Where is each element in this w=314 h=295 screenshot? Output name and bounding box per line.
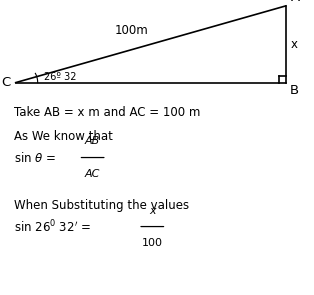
Text: 100: 100 [142,238,163,248]
Text: A: A [290,0,300,4]
Text: AB: AB [85,136,100,146]
Text: x: x [149,206,156,216]
Text: sin 26$^0$ 32$'$ =: sin 26$^0$ 32$'$ = [14,218,91,235]
Text: AC: AC [85,169,100,179]
Text: 100m: 100m [115,24,149,37]
Text: As We know that: As We know that [14,130,113,143]
Text: 26º 32: 26º 32 [44,72,77,82]
Text: C: C [2,76,11,89]
Text: B: B [290,84,299,97]
Text: Take AB = x m and AC = 100 m: Take AB = x m and AC = 100 m [14,106,201,119]
Text: When Substituting the values: When Substituting the values [14,199,189,212]
Text: x: x [290,38,297,51]
Text: sin $\theta$ =: sin $\theta$ = [14,150,56,165]
